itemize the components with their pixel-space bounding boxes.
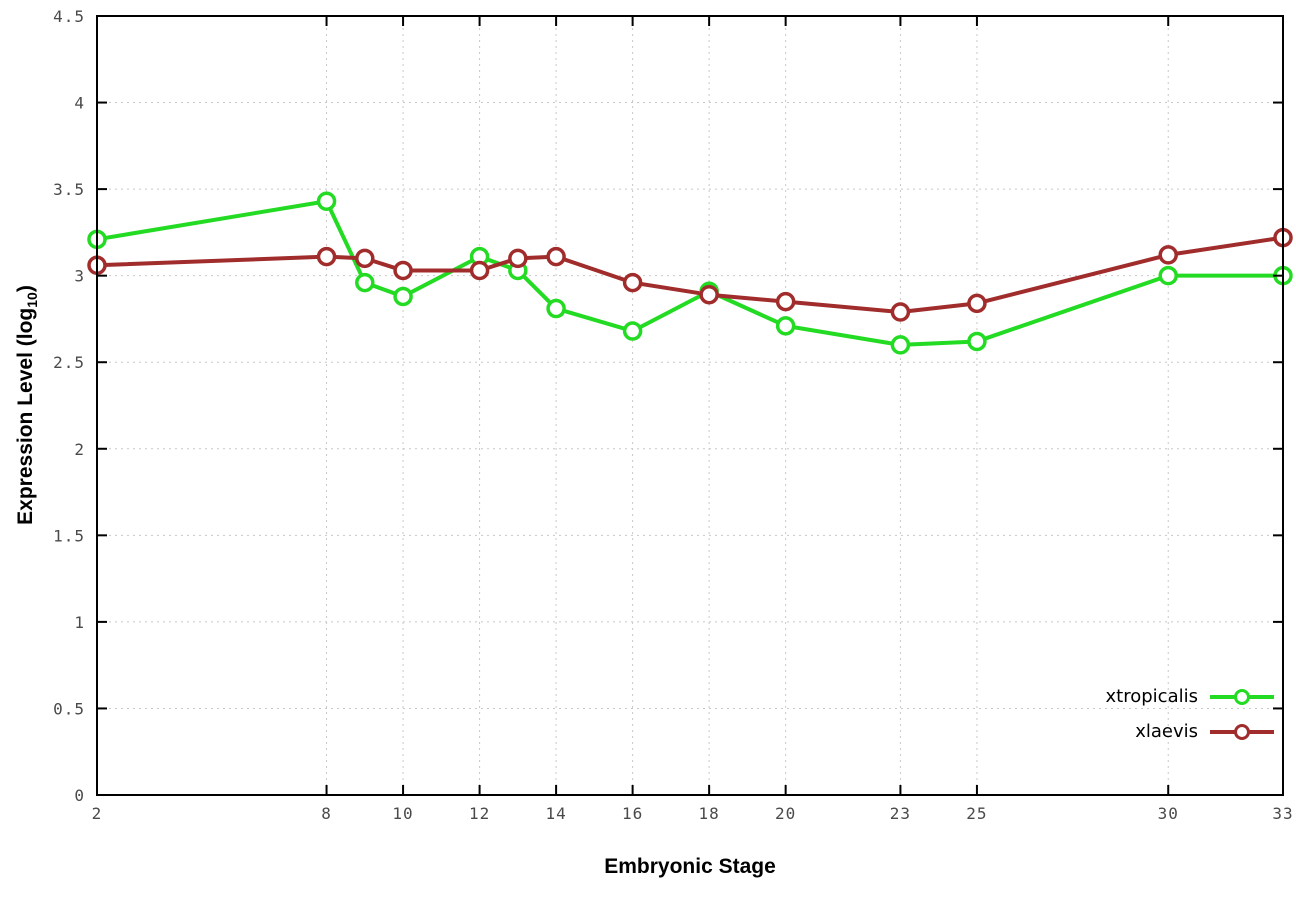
tick-label-x: 10 — [392, 804, 413, 823]
marker-xlaevis — [967, 293, 987, 314]
tick-label-x: 14 — [545, 804, 566, 823]
marker-xlaevis — [890, 302, 911, 322]
tick-label-y: 0 — [74, 786, 85, 805]
tick-label-y: 3 — [74, 267, 85, 286]
marker-xtropicalis — [775, 316, 796, 336]
marker-xtropicalis — [546, 298, 566, 319]
chart-legend: xtropicalis xlaevis — [1106, 686, 1274, 742]
y-axis-label-sub: 10 — [24, 292, 41, 308]
series-line-xtropicalis — [95, 199, 1285, 347]
marker-xlaevis — [622, 272, 643, 293]
legend-label-xtropicalis: xtropicalis — [1105, 686, 1198, 707]
tick-label-x: 12 — [469, 804, 490, 823]
tick-label-x: 16 — [622, 804, 643, 823]
marker-xlaevis — [546, 246, 566, 267]
tick-label-y: 0.5 — [53, 699, 85, 718]
x-axis-label: Embryonic Stage — [604, 855, 776, 878]
tick-label-y: 4 — [74, 94, 85, 113]
tick-label-x: 33 — [1272, 804, 1293, 823]
plot-border — [96, 15, 1284, 796]
y-axis-label: Expression Level (log10) — [14, 285, 40, 525]
marker-xlaevis — [775, 291, 796, 312]
y-axis-label-pre: Expression Level (log — [13, 307, 37, 525]
marker-xlaevis — [355, 248, 375, 269]
tick-label-y: 2 — [74, 440, 85, 459]
tick-label-x: 30 — [1158, 804, 1179, 823]
tick-label-y: 2.5 — [53, 353, 85, 372]
tick-label-x: 23 — [890, 804, 911, 823]
tick-label-x: 20 — [775, 804, 796, 823]
marker-xtropicalis — [393, 286, 413, 307]
legend-sample-xlaevis — [1210, 723, 1274, 741]
marker-xtropicalis — [316, 191, 337, 211]
marker-xlaevis — [316, 246, 337, 267]
marker-xtropicalis — [890, 335, 911, 355]
tick-label-x: 25 — [966, 804, 987, 823]
marker-xtropicalis — [1158, 265, 1178, 286]
tick-label-y: 4.5 — [53, 7, 85, 26]
legend-label-xlaevis: xlaevis — [1135, 721, 1198, 742]
tick-label-x: 2 — [92, 804, 103, 823]
tick-label-x: 18 — [698, 804, 719, 823]
legend-entry-xlaevis: xlaevis — [1135, 721, 1274, 742]
marker-xtropicalis — [355, 272, 375, 293]
marker-xlaevis — [1158, 245, 1178, 265]
legend-marker-icon — [1234, 688, 1250, 705]
tick-label-y: 3.5 — [53, 180, 85, 199]
marker-xlaevis — [469, 260, 490, 281]
marker-xlaevis — [508, 248, 528, 269]
marker-xlaevis — [699, 284, 719, 305]
legend-sample-xtropicalis — [1210, 688, 1274, 706]
tick-label-y: 1.5 — [53, 526, 85, 545]
y-axis-label-post: ) — [13, 285, 37, 293]
legend-entry-xtropicalis: xtropicalis — [1106, 686, 1274, 707]
legend-marker-icon — [1234, 723, 1250, 740]
marker-xlaevis — [393, 260, 413, 281]
marker-xtropicalis — [967, 331, 987, 352]
marker-xtropicalis — [622, 321, 643, 341]
tick-label-x: 8 — [321, 804, 332, 823]
tick-label-y: 1 — [74, 613, 85, 632]
